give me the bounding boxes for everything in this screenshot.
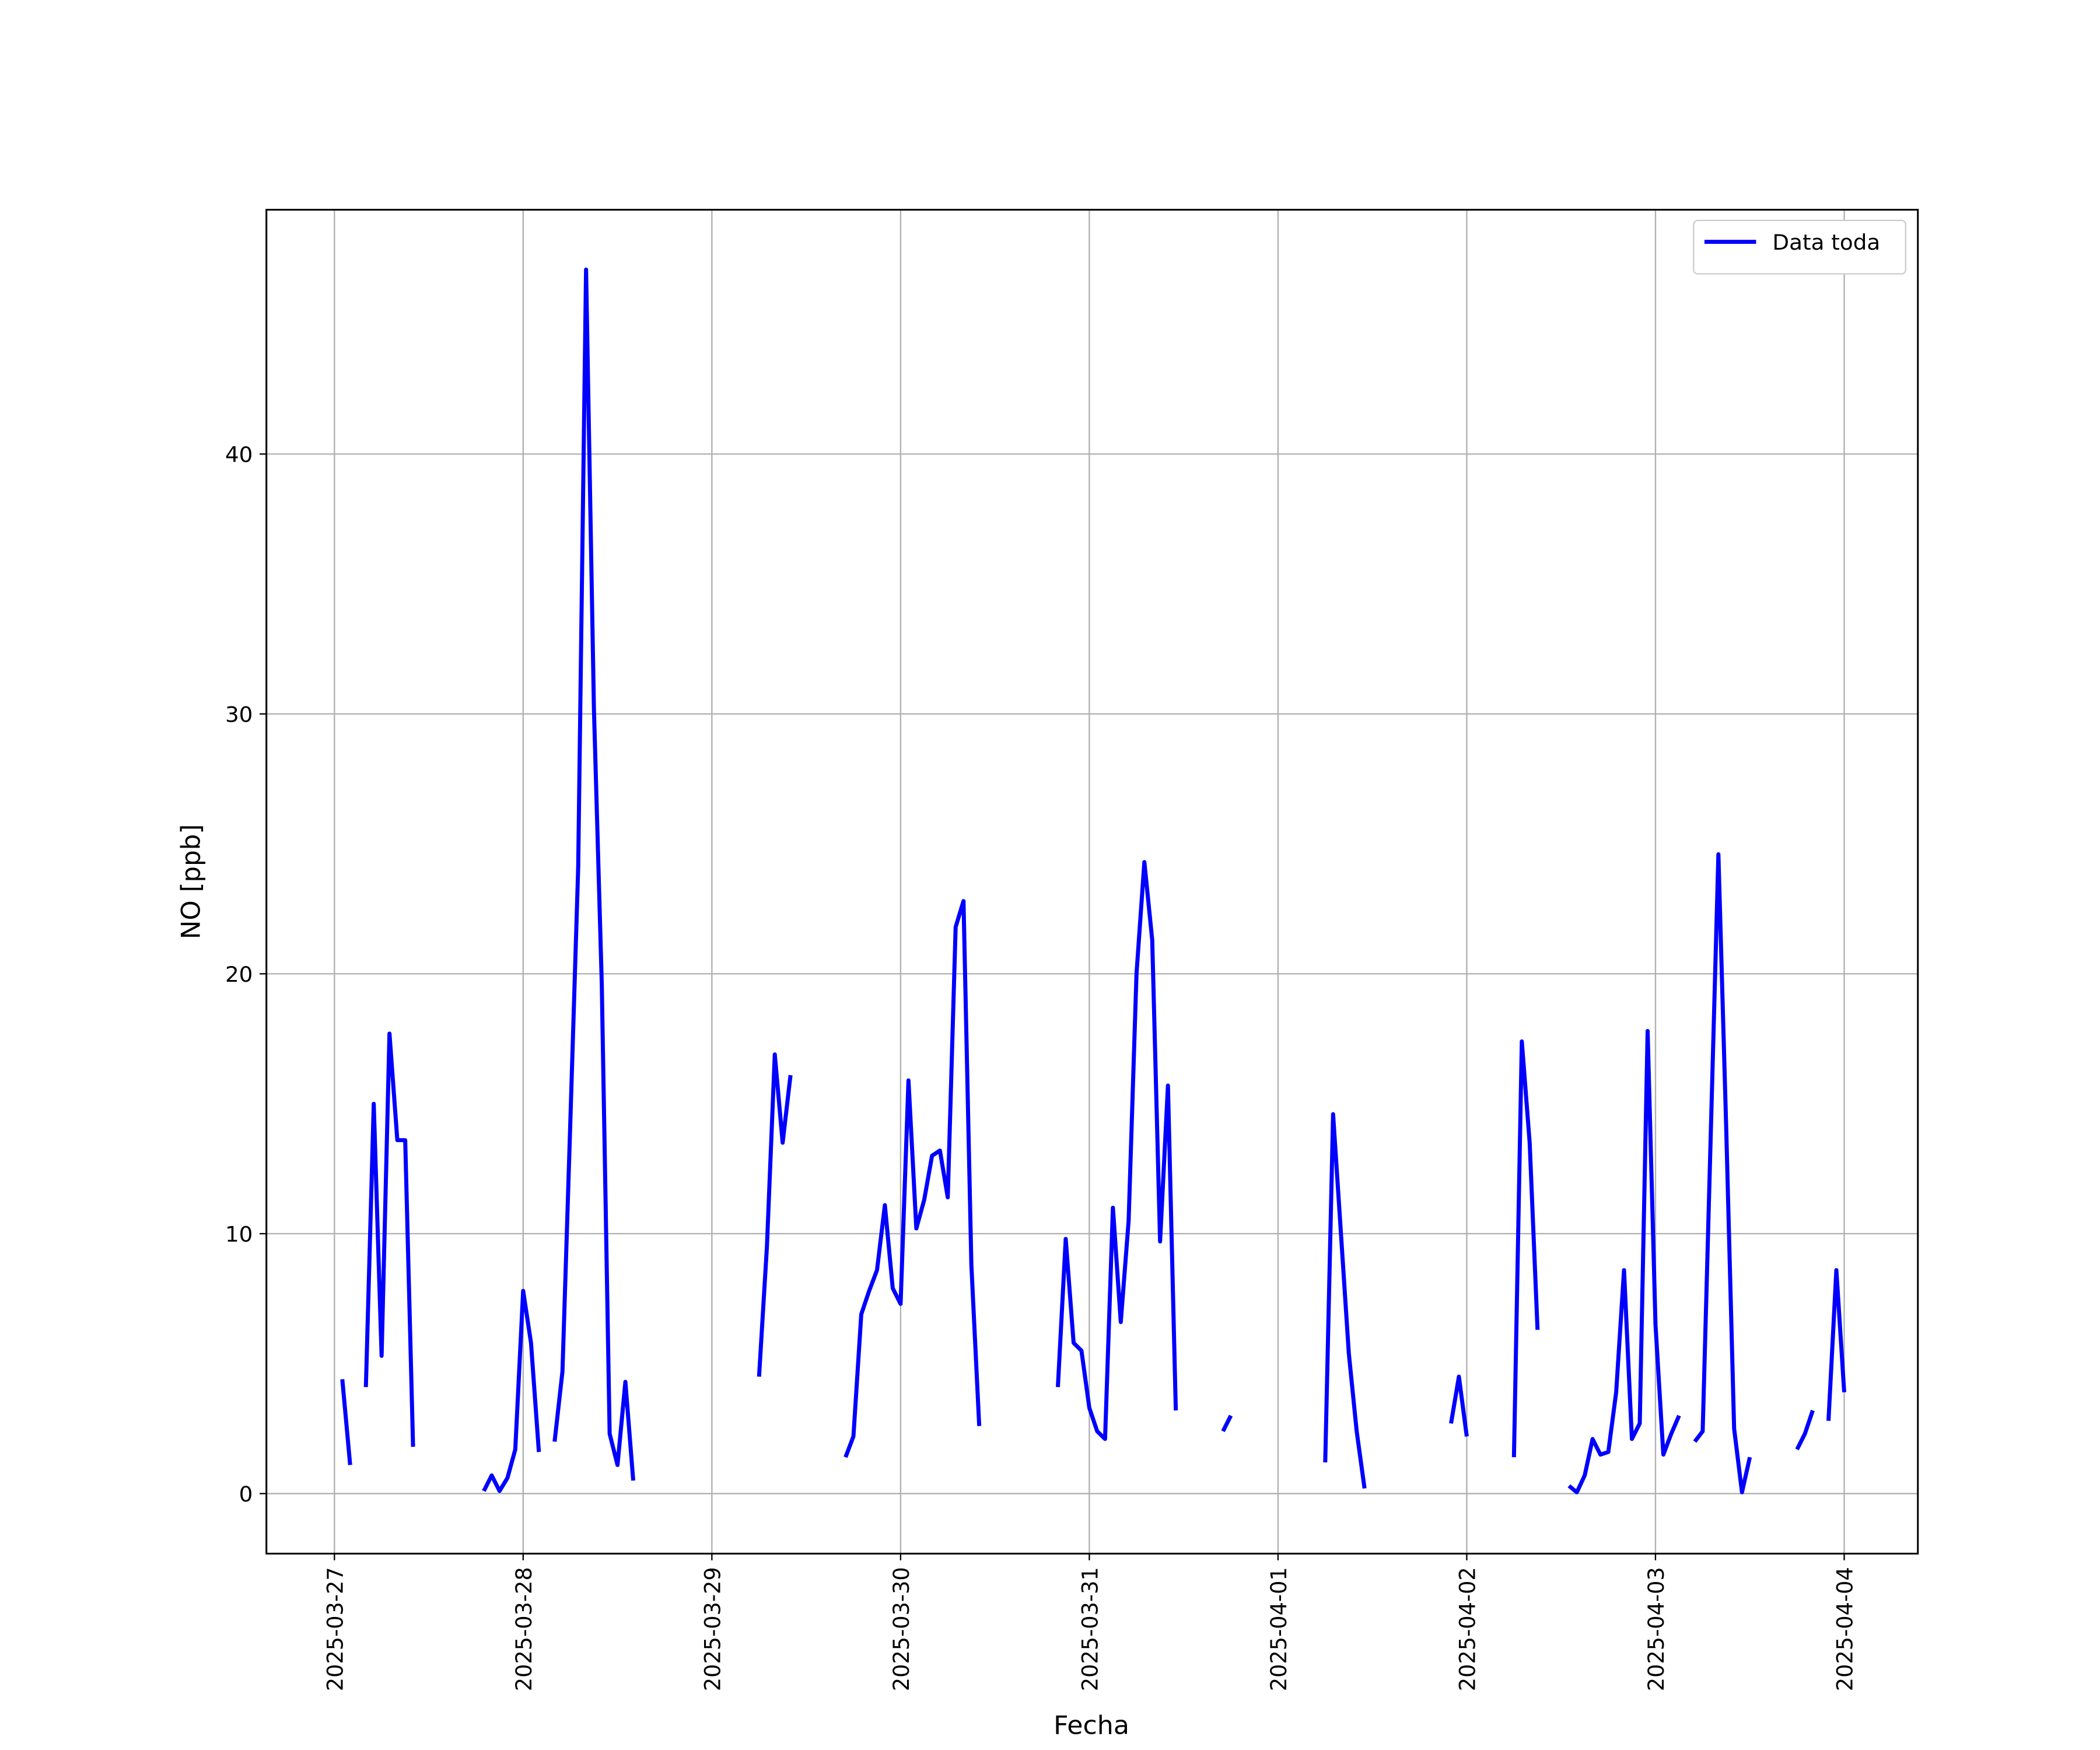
legend-label: Data toda [1772,230,1880,256]
y-tick-label: 0 [239,1482,253,1507]
x-tick-label: 2025-03-27 [323,1567,348,1691]
x-axis-label: Fecha [1054,1711,1129,1741]
x-tick-label: 2025-04-02 [1455,1567,1480,1691]
plot-frame [265,209,1919,1555]
x-tick-label: 2025-03-31 [1077,1567,1102,1691]
x-tick-label: 2025-04-04 [1832,1567,1857,1691]
y-axis-label: NO [ppb] [176,824,206,939]
x-tick-label: 2025-04-01 [1266,1567,1292,1691]
x-tick-label: 2025-03-28 [512,1567,537,1691]
data-line [340,267,1846,1494]
y-tick-label: 30 [225,702,253,727]
x-tick-label: 2025-03-29 [700,1567,725,1691]
y-tick-label: 10 [225,1222,253,1247]
x-tick-label: 2025-03-30 [889,1567,914,1691]
x-tick-label: 2025-04-03 [1644,1567,1669,1691]
y-tick-label: 20 [225,962,253,987]
y-tick-label: 40 [225,442,253,467]
legend-box [1693,219,1906,275]
